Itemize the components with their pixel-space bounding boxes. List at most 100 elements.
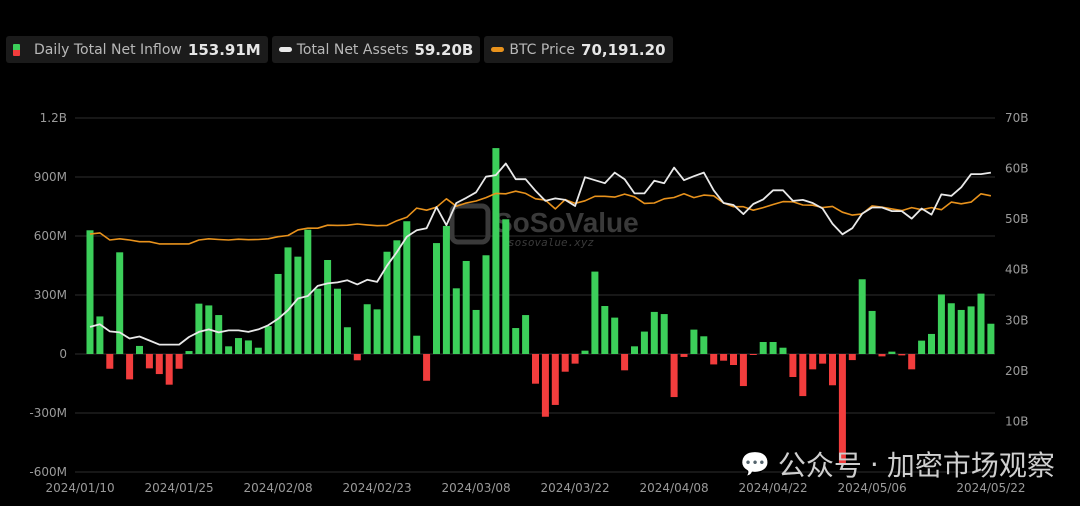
legend-btc[interactable]: BTC Price 70,191.20 [484, 36, 673, 63]
outflow-bar [789, 354, 797, 378]
outflow-bar [423, 354, 431, 381]
outflow-bar [106, 354, 114, 369]
inflow-bar [195, 303, 203, 354]
outflow-bar [809, 354, 817, 370]
inflow-bar [918, 340, 926, 354]
inflow-bar [928, 333, 935, 354]
inflow-bar [215, 315, 223, 354]
total-net-assets-line [89, 162, 992, 346]
inflow-bar [324, 259, 332, 354]
inflow-bar [393, 240, 401, 354]
outflow-bar [730, 354, 737, 366]
watermark-url: sosovalue.xyz [508, 236, 594, 249]
bar-swatch-icon [13, 43, 20, 56]
outflow-bar [799, 354, 807, 397]
inflow-bar [383, 251, 391, 354]
left-axis-tick-label: 0 [59, 347, 67, 361]
outflow-bar [165, 354, 173, 385]
legend-assets-label: Total Net Assets [296, 41, 409, 58]
inflow-bar [294, 256, 302, 354]
x-axis-tick-label: 2024/03/08 [442, 481, 511, 495]
outflow-bar [126, 354, 134, 380]
inflow-bar [967, 306, 975, 354]
wechat-prefix: 公众号 [777, 449, 862, 482]
x-axis-tick-label: 2024/05/22 [956, 481, 1025, 495]
line-swatch-icon [278, 47, 292, 52]
outflow-bar [155, 354, 163, 375]
outflow-bar [848, 354, 856, 361]
outflow-bar [541, 354, 549, 417]
inflow-bar [264, 326, 272, 354]
inflow-bar [987, 323, 995, 354]
inflow-bar [631, 346, 638, 354]
outflow-bar [898, 354, 906, 356]
inflow-bar [116, 252, 124, 354]
outflow-bar [819, 354, 827, 364]
inflow-bar [888, 351, 896, 354]
x-axis-tick-label: 2024/01/25 [145, 481, 214, 495]
sosovalue-logo-icon [449, 203, 491, 245]
inflow-bar [363, 304, 371, 354]
x-axis-tick-label: 2024/04/22 [739, 481, 808, 495]
right-axis-tick-label: 30B [1005, 313, 1029, 327]
x-axis-tick-label: 2024/05/06 [838, 481, 907, 495]
outflow-bar [175, 354, 183, 369]
inflow-bar [284, 247, 292, 354]
inflow-bar [957, 309, 965, 354]
inflow-bar [452, 288, 460, 354]
x-axis-tick-label: 2024/02/23 [343, 481, 412, 495]
inflow-bar [650, 311, 658, 354]
right-axis-tick-label: 40B [1005, 263, 1029, 277]
inflow-bar [413, 335, 421, 354]
inflow-bar [591, 271, 599, 354]
right-axis-tick-label: 60B [1005, 162, 1029, 176]
inflow-bar [403, 221, 411, 354]
inflow-bar [472, 309, 480, 354]
x-axis-tick-label: 2024/02/08 [244, 481, 313, 495]
legend-assets[interactable]: Total Net Assets 59.20B [271, 36, 481, 63]
inflow-bar [86, 230, 94, 354]
left-axis-tick-label: -600M [29, 465, 67, 479]
outflow-bar [739, 354, 747, 387]
inflow-bar [660, 314, 668, 354]
inflow-bar [373, 309, 381, 354]
inflow-bar [136, 345, 143, 354]
right-axis-tick-label: 70B [1005, 111, 1029, 125]
inflow-bar [640, 331, 648, 354]
inflow-bar [225, 346, 233, 354]
inflow-bar [522, 315, 530, 354]
legend: Daily Total Net Inflow 153.91M Total Net… [6, 36, 673, 63]
wechat-name: 加密市场观察 [886, 449, 1055, 482]
inflow-bar [937, 294, 945, 354]
inflow-bar [96, 316, 104, 354]
inflow-bar [304, 229, 312, 354]
inflow-bar [482, 255, 490, 354]
inflow-bar [334, 288, 341, 354]
outflow-bar [670, 354, 678, 398]
inflow-bar [462, 260, 470, 354]
inflow-bar [235, 338, 242, 354]
inflow-bar [274, 273, 282, 354]
left-axis-tick-label: -300M [29, 406, 67, 420]
inflow-bar [690, 329, 698, 354]
inflow-bar [779, 347, 787, 354]
right-axis-tick-label: 10B [1005, 414, 1029, 428]
inflow-bar [601, 306, 609, 354]
wechat-watermark: 💬 公众号 · 加密市场观察 [740, 444, 1055, 484]
outflow-bar [551, 354, 559, 405]
inflow-bar [611, 317, 619, 354]
inflow-bar [868, 310, 876, 354]
inflow-bar [947, 303, 955, 354]
legend-inflow-value: 153.91M [187, 40, 261, 59]
legend-inflow[interactable]: Daily Total Net Inflow 153.91M [6, 36, 268, 63]
outflow-bar [749, 354, 757, 355]
outflow-bar [145, 354, 153, 369]
inflow-bar [433, 243, 440, 354]
inflow-bar [244, 340, 252, 354]
inflow-bar [185, 351, 193, 354]
line-swatch-icon [491, 47, 505, 52]
left-axis-tick-label: 600M [34, 229, 67, 243]
inflow-bar [314, 288, 322, 354]
inflow-bar [492, 148, 500, 354]
